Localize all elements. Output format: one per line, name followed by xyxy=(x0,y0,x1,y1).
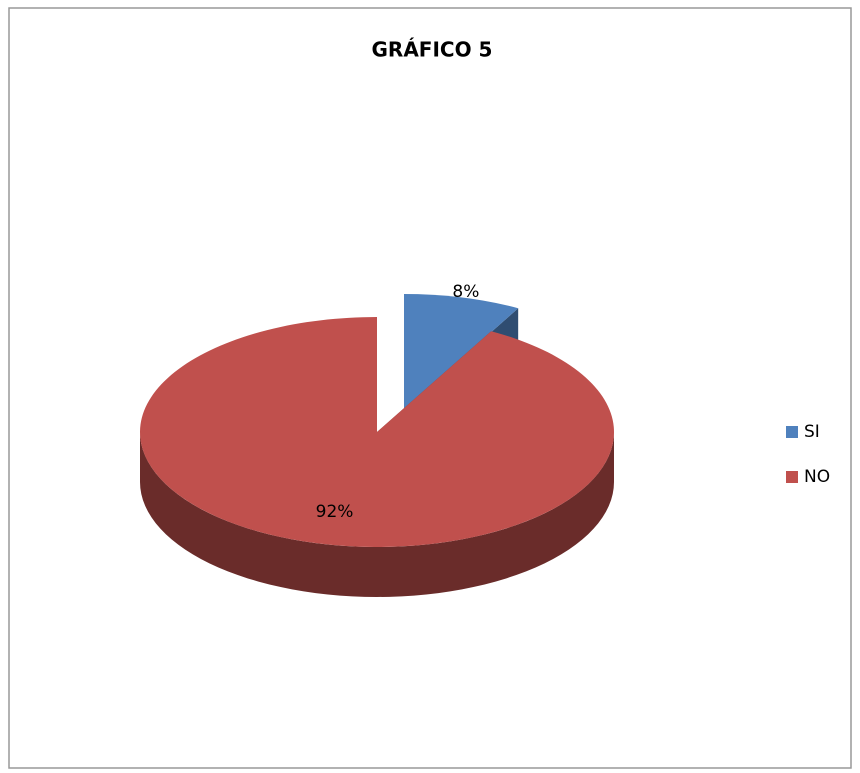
data-label: 8% xyxy=(452,282,479,302)
data-label: 92% xyxy=(316,502,354,522)
slice xyxy=(404,294,519,409)
legend-label: SI xyxy=(804,422,820,442)
chart-title: GRÁFICO 5 xyxy=(372,38,493,62)
slice-wall xyxy=(140,432,614,597)
slice xyxy=(139,317,614,547)
legend-marker xyxy=(786,426,798,438)
legend-label: NO xyxy=(804,467,830,487)
legend-marker xyxy=(786,471,798,483)
